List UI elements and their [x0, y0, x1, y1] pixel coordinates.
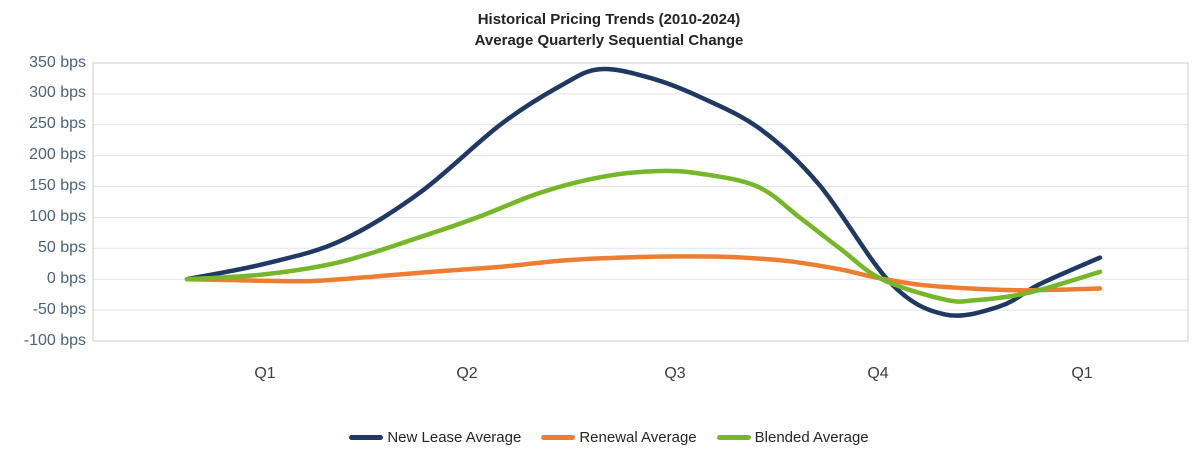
legend-label: Renewal Average — [579, 429, 697, 446]
chart-title-line1: Historical Pricing Trends (2010-2024) — [477, 11, 741, 28]
y-axis-label: -100 bps — [23, 331, 86, 349]
legend-marker-icon — [541, 435, 576, 440]
legend-marker-icon — [716, 435, 751, 440]
x-axis-label-q2-1: Q2 — [456, 365, 478, 382]
y-axis-label: 250 bps — [29, 115, 86, 133]
legend-item-new-lease-average: New Lease Average — [349, 429, 521, 446]
y-axis-label: 100 bps — [29, 207, 86, 225]
chart-title-line2: Average Quarterly Sequential Change — [474, 32, 744, 49]
chart-title: Historical Pricing Trends (2010-2024) Av… — [20, 9, 1198, 51]
series-line-renewal-average — [184, 254, 1103, 293]
legend-label: New Lease Average — [387, 429, 522, 446]
x-axis-label-q1-0: Q1 — [254, 365, 276, 382]
x-axis-label-q3-2: Q3 — [664, 365, 686, 382]
x-axis-label-q4-3: Q4 — [867, 365, 889, 382]
plot-border — [92, 62, 1189, 342]
y-axis-label: 50 bps — [37, 238, 86, 256]
y-axis-label: 200 bps — [29, 146, 86, 164]
legend: New Lease Average Renewal Average Blended … — [20, 429, 1198, 446]
series-line-blended-average — [184, 168, 1103, 304]
y-axis-label: 300 bps — [29, 84, 86, 102]
y-axis-label: 350 bps — [29, 53, 86, 71]
series-line-new-lease-average — [184, 66, 1103, 318]
y-axis-label: 0 bps — [46, 269, 86, 287]
y-axis-label: 150 bps — [29, 177, 86, 195]
x-axis-label-q1-4: Q1 — [1071, 365, 1093, 382]
legend-label: Blended Average — [754, 429, 869, 446]
legend-item-renewal-average: Renewal Average — [541, 429, 697, 446]
y-axis-label: -50 bps — [32, 300, 86, 318]
legend-item-blended-average: Blended Average — [716, 429, 869, 446]
legend-marker-icon — [349, 435, 384, 440]
